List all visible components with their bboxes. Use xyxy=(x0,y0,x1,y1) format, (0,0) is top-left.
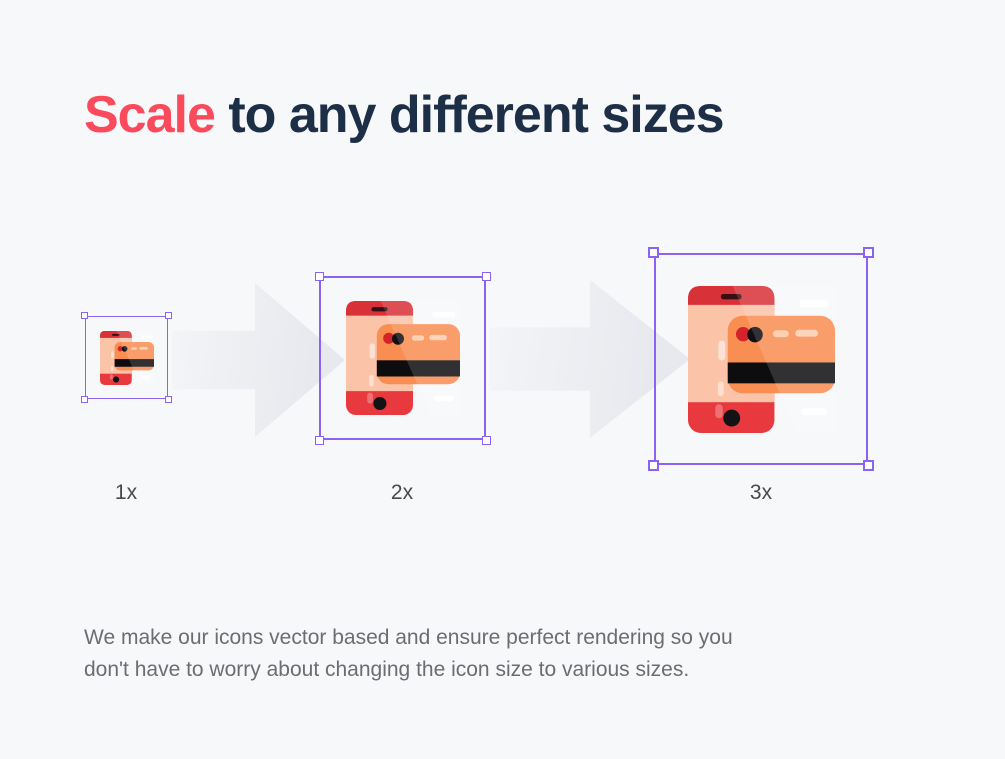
page-title: Scale to any different sizes xyxy=(84,86,725,144)
resize-handle-bottom-right[interactable] xyxy=(863,460,874,471)
page-title-highlight: Scale xyxy=(84,86,216,144)
resize-handle-top-right[interactable] xyxy=(863,247,874,258)
selection-box-3x[interactable] xyxy=(648,247,874,471)
resize-handle-bottom-left[interactable] xyxy=(81,396,88,403)
description-text: We make our icons vector based and ensur… xyxy=(84,622,733,686)
page-title-rest: to any different sizes xyxy=(214,86,724,144)
description-line-2: don't have to worry about changing the i… xyxy=(84,658,690,681)
selection-box-2x[interactable] xyxy=(314,271,491,445)
resize-handle-top-left[interactable] xyxy=(648,247,659,258)
resize-handle-top-right[interactable] xyxy=(165,312,172,319)
mobile-payment-icon xyxy=(346,301,460,415)
scale-label-2x: 2x xyxy=(390,481,414,504)
resize-handle-bottom-left[interactable] xyxy=(314,435,324,445)
resize-handle-top-left[interactable] xyxy=(314,271,324,281)
scale-label-1x: 1x xyxy=(114,481,138,504)
mobile-payment-icon xyxy=(100,331,154,385)
selection-box-1x[interactable] xyxy=(81,312,172,403)
description-line-1: We make our icons vector based and ensur… xyxy=(84,626,733,649)
resize-handle-bottom-left[interactable] xyxy=(648,460,659,471)
resize-handle-bottom-right[interactable] xyxy=(165,396,172,403)
resize-handle-top-right[interactable] xyxy=(481,271,491,281)
scale-label-3x: 3x xyxy=(749,481,773,504)
mobile-payment-icon xyxy=(688,286,835,433)
resize-handle-top-left[interactable] xyxy=(81,312,88,319)
resize-handle-bottom-right[interactable] xyxy=(481,435,491,445)
